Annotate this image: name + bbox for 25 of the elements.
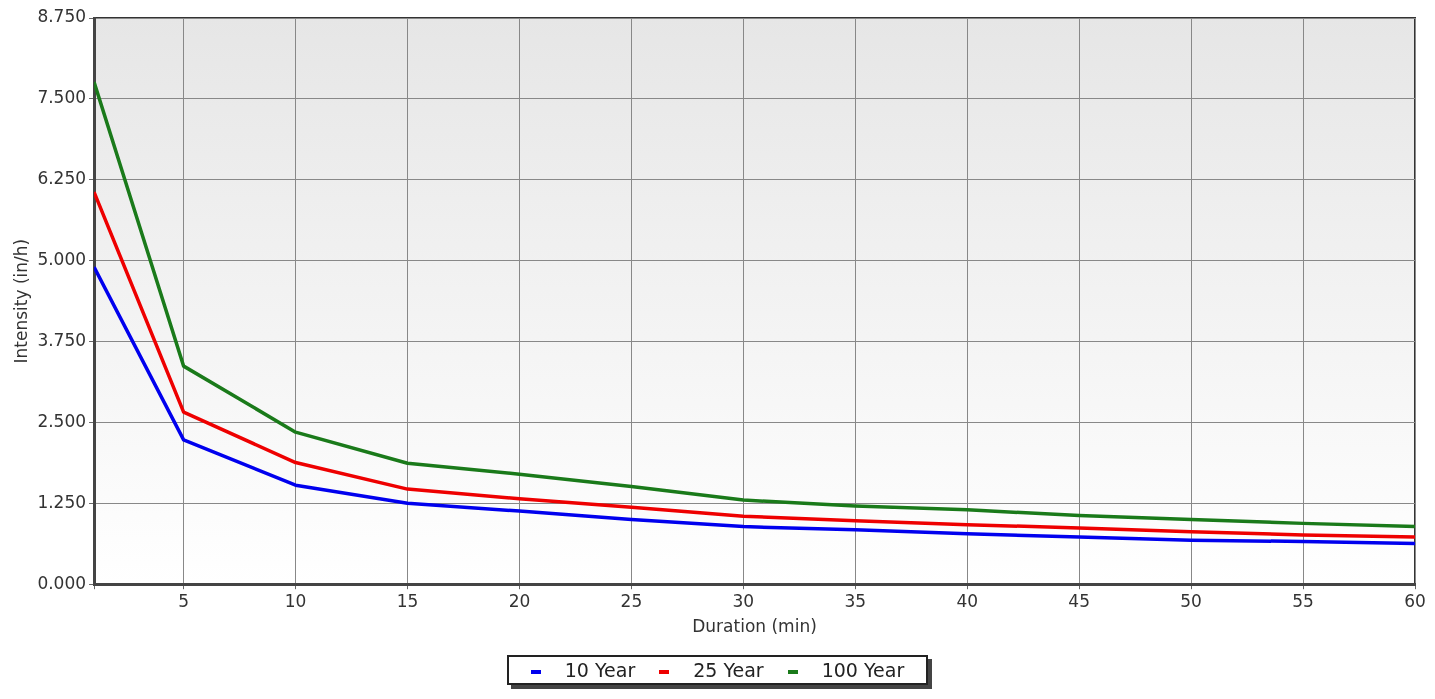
- x-tick-label: 50: [1180, 590, 1202, 611]
- x-tick-label: 10: [284, 590, 307, 611]
- x-tick-label: 35: [844, 590, 867, 611]
- legend-label: 10 Year: [563, 659, 636, 681]
- legend-label: 25 Year: [692, 659, 764, 681]
- x-tick-label: 20: [508, 590, 531, 611]
- x-tick-label: 55: [1292, 590, 1314, 611]
- x-tick-label: 5: [178, 590, 190, 611]
- y-tick-label: 5.000: [37, 249, 87, 270]
- y-tick-label: 1.250: [37, 491, 87, 512]
- x-tick-label: 40: [956, 590, 979, 611]
- x-tick-label: 25: [620, 590, 643, 611]
- x-tick-label: 15: [396, 590, 419, 611]
- x-tick-label: 30: [732, 590, 755, 611]
- y-axis-title: Intensity (in/h): [10, 238, 31, 364]
- y-tick-label: 0.000: [37, 572, 87, 593]
- legend-label: 100 Year: [820, 659, 905, 681]
- y-tick-label: 6.250: [37, 168, 87, 189]
- x-axis-title: Duration (min): [692, 616, 817, 637]
- y-tick-label: 2.500: [37, 410, 87, 431]
- x-tick-label: 60: [1404, 590, 1426, 611]
- y-tick-label: 3.750: [37, 329, 87, 350]
- y-tick-label: 7.500: [37, 87, 87, 108]
- y-tick-label: 8.750: [37, 6, 87, 27]
- x-tick-label: 45: [1068, 590, 1090, 611]
